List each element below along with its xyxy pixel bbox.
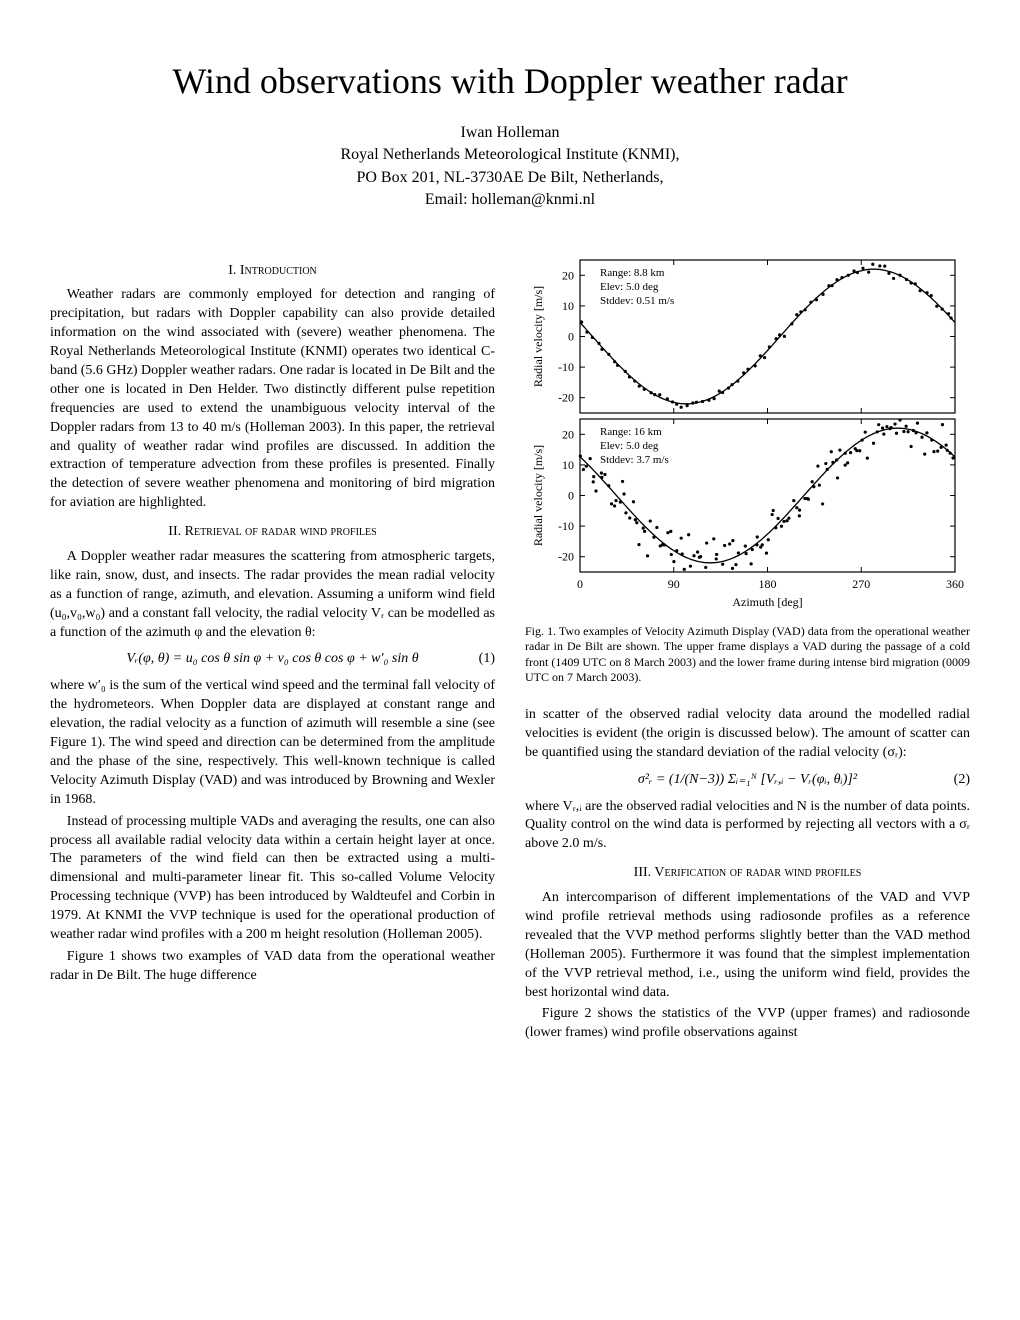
equation-1-num: (1): [479, 650, 495, 669]
svg-text:0: 0: [568, 488, 574, 502]
equation-2: σ²ᵣ = (1/(N−3)) Σᵢ₌₁ᴺ [Vᵣ,ᵢ − Vᵣ(φᵢ, θᵢ)…: [525, 771, 970, 790]
right-column: -20 -10 0 10 20 Radial velocity [m/s] Range: 8…: [525, 252, 970, 1047]
author-name: Iwan Holleman: [50, 122, 970, 144]
equation-2-num: (2): [954, 771, 970, 790]
svg-text:Stddev: 0.51 m/s: Stddev: 0.51 m/s: [600, 295, 674, 307]
svg-text:270: 270: [852, 577, 870, 591]
section-3-num: III.: [634, 865, 652, 880]
svg-text:-10: -10: [558, 360, 574, 374]
svg-text:Radial velocity [m/s]: Radial velocity [m/s]: [531, 285, 545, 386]
svg-text:Stddev: 3.7 m/s: Stddev: 3.7 m/s: [600, 454, 669, 466]
section-1-title: Introduction: [240, 263, 317, 278]
svg-text:180: 180: [759, 577, 777, 591]
paragraph-7: where Vᵣ,ᵢ are the observed radial veloc…: [525, 798, 970, 855]
svg-text:20: 20: [562, 427, 574, 441]
svg-text:Elev: 5.0 deg: Elev: 5.0 deg: [600, 281, 659, 293]
paragraph-6: in scatter of the observed radial veloci…: [525, 706, 970, 763]
author-affiliation: Royal Netherlands Meteorological Institu…: [50, 144, 970, 166]
svg-text:90: 90: [668, 577, 680, 591]
equation-1: Vᵣ(φ, θ) = u₀ cos θ sin φ + v₀ cos θ cos…: [50, 650, 495, 669]
two-column-content: I. Introduction Weather radars are commo…: [50, 252, 970, 1047]
figure-1-svg: -20 -10 0 10 20 Radial velocity [m/s] Range: 8…: [525, 252, 965, 612]
paragraph-4: Instead of processing multiple VADs and …: [50, 813, 495, 945]
author-block: Iwan Holleman Royal Netherlands Meteorol…: [50, 122, 970, 212]
section-3-title: Verification of radar wind profiles: [654, 865, 861, 880]
paragraph-8: An intercomparison of different implemen…: [525, 889, 970, 1002]
svg-text:Range: 16 km: Range: 16 km: [600, 426, 662, 438]
author-email: Email: holleman@knmi.nl: [50, 189, 970, 211]
left-column: I. Introduction Weather radars are commo…: [50, 252, 495, 1047]
section-3-heading: III. Verification of radar wind profiles: [525, 864, 970, 883]
equation-2-text: σ²ᵣ = (1/(N−3)) Σᵢ₌₁ᴺ [Vᵣ,ᵢ − Vᵣ(φᵢ, θᵢ)…: [638, 772, 857, 787]
svg-text:360: 360: [946, 577, 964, 591]
section-1-num: I.: [228, 263, 236, 278]
author-address: PO Box 201, NL-3730AE De Bilt, Netherlan…: [50, 167, 970, 189]
svg-text:20: 20: [562, 268, 574, 282]
svg-text:Range: 8.8 km: Range: 8.8 km: [600, 267, 665, 279]
figure-1-caption: Fig. 1. Two examples of Velocity Azimuth…: [525, 624, 970, 686]
svg-text:Radial velocity [m/s]: Radial velocity [m/s]: [531, 444, 545, 545]
svg-text:-20: -20: [558, 549, 574, 563]
svg-text:Azimuth [deg]: Azimuth [deg]: [732, 595, 802, 609]
paragraph-1: Weather radars are commonly employed for…: [50, 286, 495, 513]
section-2-heading: II. Retrieval of radar wind profiles: [50, 523, 495, 542]
equation-1-text: Vᵣ(φ, θ) = u₀ cos θ sin φ + v₀ cos θ cos…: [126, 651, 418, 666]
figure-1: -20 -10 0 10 20 Radial velocity [m/s] Range: 8…: [525, 252, 970, 612]
svg-text:0: 0: [568, 329, 574, 343]
svg-text:Elev: 5.0 deg: Elev: 5.0 deg: [600, 440, 659, 452]
svg-text:-20: -20: [558, 390, 574, 404]
section-2-num: II.: [168, 524, 181, 539]
paragraph-3: where w′₀ is the sum of the vertical win…: [50, 677, 495, 809]
paragraph-9: Figure 2 shows the statistics of the VVP…: [525, 1005, 970, 1043]
page-title: Wind observations with Doppler weather r…: [50, 60, 970, 102]
paragraph-5: Figure 1 shows two examples of VAD data …: [50, 948, 495, 986]
section-1-heading: I. Introduction: [50, 262, 495, 281]
svg-text:-10: -10: [558, 519, 574, 533]
paragraph-2: A Doppler weather radar measures the sca…: [50, 548, 495, 642]
svg-text:0: 0: [577, 577, 583, 591]
section-2-title: Retrieval of radar wind profiles: [185, 524, 377, 539]
svg-text:10: 10: [562, 457, 574, 471]
svg-text:10: 10: [562, 298, 574, 312]
